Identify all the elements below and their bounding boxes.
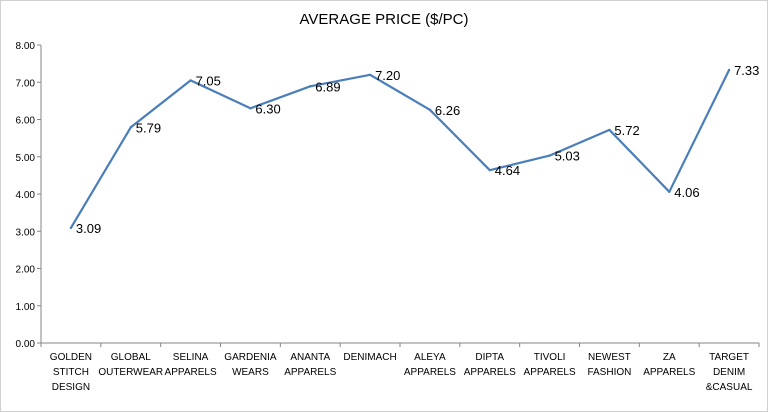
x-tick-label: DENIMACH [343, 352, 396, 363]
data-label: 4.06 [674, 185, 699, 200]
x-tick-label: ZA APPARELS [643, 352, 695, 378]
data-label: 5.79 [136, 120, 161, 135]
y-tick-label: 8.00 [16, 41, 36, 52]
data-label: 7.05 [196, 73, 221, 88]
series [69, 68, 731, 230]
data-point [548, 154, 551, 157]
data-point [249, 107, 252, 110]
data-point [668, 190, 671, 193]
x-tick-label: ANANTA APPARELS [284, 352, 336, 378]
x-tick-label: GLOBAL OUTERWEAR [98, 352, 163, 378]
x-tick-label: ALEYA APPARELS [404, 352, 456, 378]
data-label: 3.09 [76, 221, 101, 236]
chart-title: AVERAGE PRICE ($/PC) [300, 11, 469, 28]
data-point [428, 108, 432, 112]
y-tick-label: 6.00 [16, 116, 36, 127]
data-label: 6.26 [435, 103, 460, 118]
y-tick-label: 4.00 [16, 190, 36, 201]
y-tick-label: 7.00 [16, 78, 36, 89]
y-tick-labels: 0.00 1.00 2.00 3.00 4.00 5.00 6.00 7.00 8.00 [16, 41, 41, 350]
data-label: 5.03 [555, 149, 580, 164]
x-tick-label: SELINA APPARELS [165, 352, 217, 378]
x-tick-label: NEWEST FASHION [587, 352, 631, 378]
y-tick-label: 2.00 [16, 265, 36, 276]
data-point [129, 126, 132, 129]
axes [40, 45, 759, 344]
x-tick-label: GOLDEN STITCH DESIGN [50, 352, 92, 393]
data-label: 6.89 [315, 79, 340, 94]
x-tick-label: TIVOLI APPARELS [524, 352, 576, 378]
data-labels: 3.09 5.79 7.05 6.30 6.89 7.20 6.26 4.64 5.03 5.72… [76, 63, 759, 236]
data-point [309, 85, 312, 88]
data-label: 4.64 [495, 163, 520, 178]
x-tick-label: DIPTA APPARELS [464, 352, 516, 378]
y-tick-label: 3.00 [16, 227, 36, 238]
data-point [727, 68, 731, 72]
data-point [608, 128, 611, 132]
x-tick-label: TARGET DENIM &CASUAL [706, 352, 753, 393]
y-tick-label: 5.00 [16, 153, 36, 164]
x-tick-label: GARDENIA WEARS [224, 352, 277, 378]
data-label: 7.20 [375, 68, 400, 83]
data-label: 7.33 [734, 63, 759, 78]
data-label: 6.30 [255, 101, 280, 116]
y-tick-label: 1.00 [16, 302, 36, 313]
data-point [69, 226, 73, 230]
data-point [368, 73, 372, 77]
y-tick-label: 0.00 [16, 339, 36, 350]
series-line [69, 69, 731, 229]
data-label: 5.72 [614, 123, 639, 138]
data-point [189, 79, 192, 82]
data-point [488, 168, 491, 172]
